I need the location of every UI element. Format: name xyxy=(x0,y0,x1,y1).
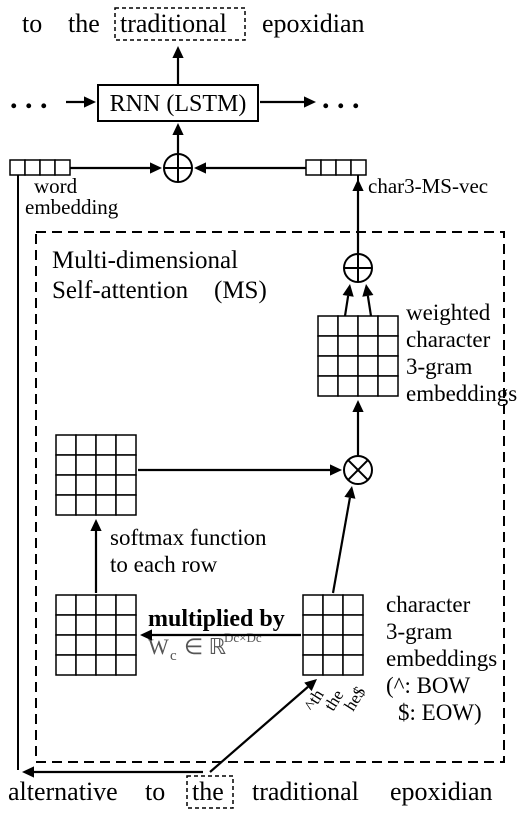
right-dots: . . . xyxy=(322,82,360,115)
weighted-embeddings-grid xyxy=(318,316,398,396)
char3-side-label: $: EOW) xyxy=(398,700,482,725)
word-embedding-vec xyxy=(10,160,70,175)
top-word: to xyxy=(22,9,42,38)
char3-side-label: (^: BOW xyxy=(386,673,471,698)
left-dots: . . . xyxy=(10,82,48,115)
mult-grid xyxy=(56,595,136,675)
char3-side-label: character xyxy=(386,592,471,617)
softmax-grid xyxy=(56,435,136,515)
ms-title: Multi-dimensional xyxy=(52,247,238,274)
mult-label: multiplied by xyxy=(148,606,285,632)
bottom-word: traditional xyxy=(252,777,359,806)
ms-title: (MS) xyxy=(214,277,267,304)
oplus-top xyxy=(164,154,192,182)
word-emb-label: embedding xyxy=(25,195,119,219)
weighted-label: weighted xyxy=(406,300,491,325)
softmax-label: to each row xyxy=(110,552,218,577)
char3-side-label: embeddings xyxy=(386,646,497,671)
top-word: traditional xyxy=(120,9,227,38)
weighted-label: embeddings xyxy=(406,381,517,406)
top-word: the xyxy=(68,9,100,38)
wc-label: ∈ ℝ xyxy=(184,634,227,659)
bottom-word: epoxidian xyxy=(390,777,493,806)
char3-side-label: 3-gram xyxy=(386,619,453,644)
wc-label: c xyxy=(170,648,177,664)
rnn-label: RNN (LSTM) xyxy=(110,91,247,117)
bottom-word: to xyxy=(145,777,165,806)
wc-label: Dc×Dc xyxy=(224,630,262,645)
bottom-word: the xyxy=(192,777,224,806)
oplus-mid xyxy=(344,254,372,282)
bottom-word: alternative xyxy=(8,777,118,806)
weighted-label: character xyxy=(406,327,491,352)
char3-ms-vec xyxy=(306,160,366,175)
softmax-label: softmax function xyxy=(110,525,267,550)
otimes xyxy=(344,456,372,484)
char3gram-grid xyxy=(303,595,363,675)
weighted-label: 3-gram xyxy=(406,354,473,379)
ms-title: Self-attention xyxy=(52,277,189,304)
char3-vec-label: char3-MS-vec xyxy=(368,174,488,198)
top-word: epoxidian xyxy=(262,9,365,38)
